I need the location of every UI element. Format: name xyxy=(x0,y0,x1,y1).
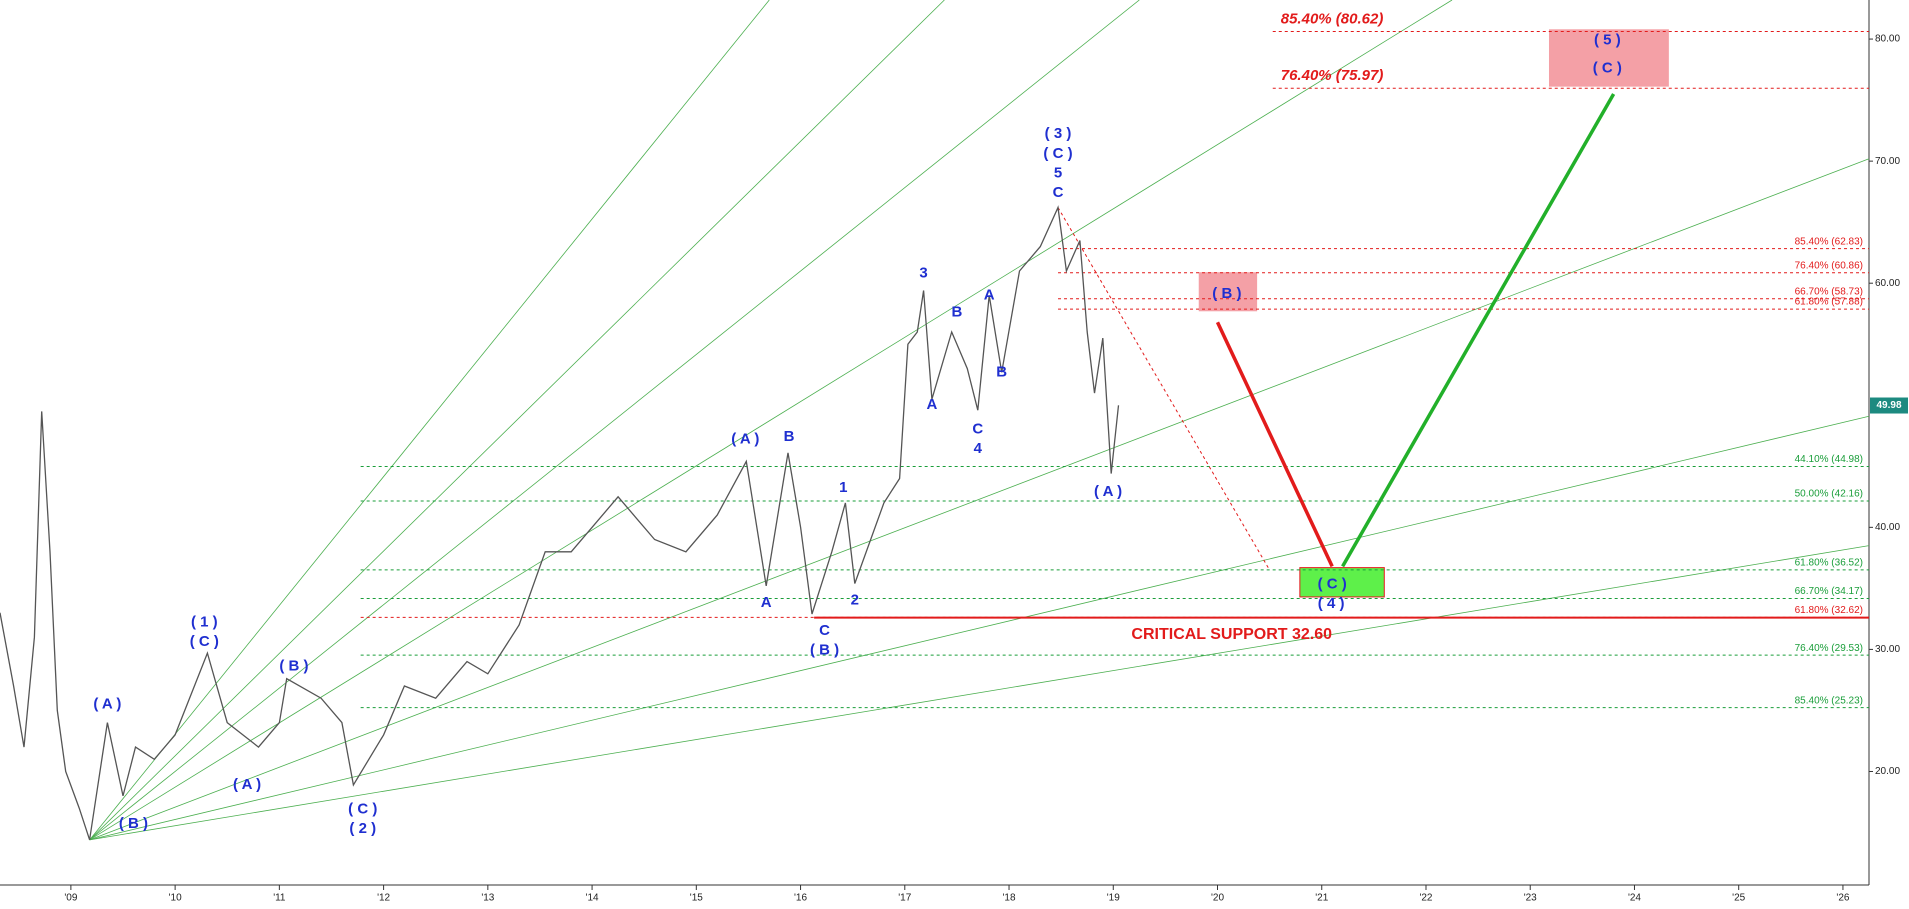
fib-label: 44.10% (44.98) xyxy=(1795,454,1863,465)
y-tick-label: 80.00 xyxy=(1875,34,1900,45)
wave-label: 4 xyxy=(974,440,983,457)
wave-label: ( C ) xyxy=(190,633,219,650)
x-tick-label: '15 xyxy=(690,893,703,904)
projection-arrow xyxy=(1341,93,1616,568)
fib-label: 66.70% (58.73) xyxy=(1795,286,1863,297)
wave-label: ( C ) xyxy=(1318,576,1347,593)
x-tick-label: '21 xyxy=(1315,893,1328,904)
fan-line xyxy=(89,0,1453,841)
x-tick-label: '14 xyxy=(586,893,599,904)
price-line xyxy=(0,205,1120,841)
wave-label: ( B ) xyxy=(279,657,308,674)
wave-label: ( A ) xyxy=(233,776,261,793)
wave-label: ( A ) xyxy=(93,695,121,712)
y-tick-label: 70.00 xyxy=(1875,156,1900,167)
x-tick-label: '10 xyxy=(169,893,182,904)
last-price-label: 49.98 xyxy=(1876,400,1901,411)
x-tick-label: '23 xyxy=(1524,893,1537,904)
wave-label: A xyxy=(984,286,995,303)
wave-label: 1 xyxy=(839,479,847,496)
wave-label: ( 3 ) xyxy=(1045,125,1072,142)
wave-label: ( 5 ) xyxy=(1594,31,1621,48)
wave-label: C xyxy=(1053,184,1064,201)
zone xyxy=(1299,567,1385,598)
x-tick-label: '13 xyxy=(481,893,494,904)
fib-label: 66.70% (34.17) xyxy=(1795,586,1863,597)
fib-label: 50.00% (42.16) xyxy=(1795,489,1863,500)
wave-label: ( C ) xyxy=(1593,59,1622,76)
wave-label: ( 2 ) xyxy=(349,820,376,837)
projection-line xyxy=(1057,207,1271,571)
x-tick-label: '25 xyxy=(1732,893,1745,904)
x-tick-label: '19 xyxy=(1107,893,1120,904)
wave-label: 5 xyxy=(1054,164,1062,181)
support-label: CRITICAL SUPPORT 32.60 xyxy=(1131,626,1332,643)
y-tick-label: 40.00 xyxy=(1875,522,1900,533)
target-label: 85.40% (80.62) xyxy=(1281,10,1384,27)
fib-label: 76.40% (60.86) xyxy=(1795,260,1863,271)
wave-label: B xyxy=(951,303,962,320)
wave-label: ( A ) xyxy=(731,430,759,447)
projection-arrow xyxy=(1215,321,1334,568)
x-tick-label: '17 xyxy=(898,893,911,904)
wave-label: C xyxy=(972,421,983,438)
wave-label: B xyxy=(996,363,1007,380)
x-tick-label: '09 xyxy=(64,893,77,904)
x-tick-label: '11 xyxy=(273,893,286,904)
wave-label: ( C ) xyxy=(348,800,377,817)
target-label: 76.40% (75.97) xyxy=(1281,67,1384,84)
y-tick-label: 60.00 xyxy=(1875,278,1900,289)
x-tick-label: '24 xyxy=(1628,893,1641,904)
zone xyxy=(1198,272,1258,312)
wave-label: B xyxy=(784,428,795,445)
fan-line xyxy=(89,158,1870,841)
fib-label: 61.80% (32.62) xyxy=(1795,605,1863,616)
fib-label: 85.40% (25.23) xyxy=(1795,695,1863,706)
fan-line xyxy=(89,415,1870,841)
y-tick-label: 20.00 xyxy=(1875,766,1900,777)
x-tick-label: '20 xyxy=(1211,893,1224,904)
fib-label: 85.40% (62.83) xyxy=(1795,236,1863,247)
fan-line xyxy=(89,0,770,841)
fan-line xyxy=(89,0,1140,841)
fan-line xyxy=(89,0,945,841)
x-tick-label: '12 xyxy=(377,893,390,904)
wave-label: ( B ) xyxy=(1212,285,1241,302)
wave-label: 2 xyxy=(851,592,859,609)
zone xyxy=(1548,29,1669,87)
wave-label: ( 1 ) xyxy=(191,614,218,631)
wave-label: A xyxy=(761,594,772,611)
x-tick-label: '16 xyxy=(794,893,807,904)
x-tick-label: '26 xyxy=(1836,893,1849,904)
fib-label: 76.40% (29.53) xyxy=(1795,643,1863,654)
wave-label: ( A ) xyxy=(1094,483,1122,500)
wave-label: ( B ) xyxy=(119,815,148,832)
wave-label: 3 xyxy=(919,264,927,281)
wave-label: ( B ) xyxy=(810,642,839,659)
wave-label: ( 4 ) xyxy=(1318,595,1345,612)
wave-label: C xyxy=(819,622,830,639)
fan-line xyxy=(89,545,1870,841)
x-tick-label: '18 xyxy=(1003,893,1016,904)
wave-label: A xyxy=(926,396,937,413)
x-tick-label: '22 xyxy=(1419,893,1432,904)
fib-label: 61.80% (57.88) xyxy=(1795,297,1863,308)
last-price-tag xyxy=(1870,397,1908,414)
fib-label: 61.80% (36.52) xyxy=(1795,557,1863,568)
wave-label: ( C ) xyxy=(1043,145,1072,162)
y-tick-label: 30.00 xyxy=(1875,644,1900,655)
